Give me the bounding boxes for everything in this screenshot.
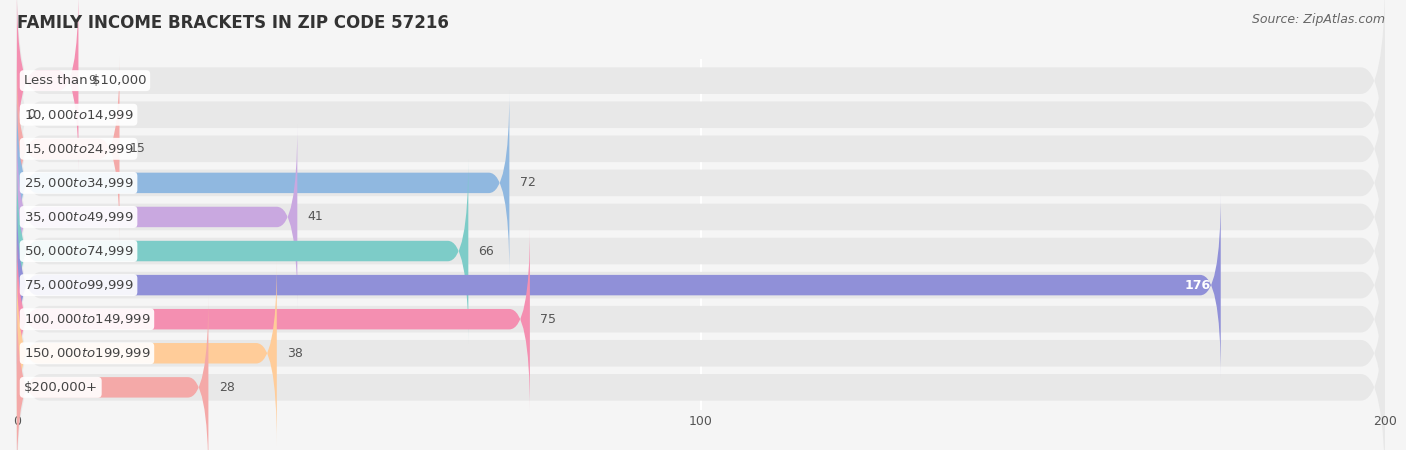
- FancyBboxPatch shape: [17, 261, 277, 446]
- Text: $25,000 to $34,999: $25,000 to $34,999: [24, 176, 134, 190]
- Text: 66: 66: [478, 244, 495, 257]
- FancyBboxPatch shape: [17, 0, 1385, 187]
- Text: Source: ZipAtlas.com: Source: ZipAtlas.com: [1251, 14, 1385, 27]
- Text: 72: 72: [520, 176, 536, 189]
- FancyBboxPatch shape: [17, 91, 509, 275]
- Text: Less than $10,000: Less than $10,000: [24, 74, 146, 87]
- FancyBboxPatch shape: [17, 111, 1385, 323]
- FancyBboxPatch shape: [17, 281, 1385, 450]
- FancyBboxPatch shape: [17, 43, 1385, 255]
- FancyBboxPatch shape: [17, 159, 468, 343]
- Text: FAMILY INCOME BRACKETS IN ZIP CODE 57216: FAMILY INCOME BRACKETS IN ZIP CODE 57216: [17, 14, 449, 32]
- Text: $200,000+: $200,000+: [24, 381, 97, 394]
- FancyBboxPatch shape: [17, 179, 1385, 391]
- FancyBboxPatch shape: [17, 295, 208, 450]
- Text: $150,000 to $199,999: $150,000 to $199,999: [24, 346, 150, 360]
- FancyBboxPatch shape: [17, 77, 1385, 289]
- Text: 176: 176: [1184, 279, 1211, 292]
- FancyBboxPatch shape: [17, 193, 1220, 377]
- FancyBboxPatch shape: [17, 227, 530, 411]
- FancyBboxPatch shape: [17, 0, 79, 173]
- Text: $35,000 to $49,999: $35,000 to $49,999: [24, 210, 134, 224]
- Text: 0: 0: [27, 108, 35, 121]
- Text: 9: 9: [89, 74, 97, 87]
- Text: 15: 15: [129, 142, 146, 155]
- Text: $75,000 to $99,999: $75,000 to $99,999: [24, 278, 134, 292]
- Text: $10,000 to $14,999: $10,000 to $14,999: [24, 108, 134, 122]
- Text: $50,000 to $74,999: $50,000 to $74,999: [24, 244, 134, 258]
- Text: $100,000 to $149,999: $100,000 to $149,999: [24, 312, 150, 326]
- FancyBboxPatch shape: [17, 213, 1385, 425]
- FancyBboxPatch shape: [17, 145, 1385, 357]
- FancyBboxPatch shape: [17, 57, 120, 241]
- Text: 41: 41: [308, 211, 323, 224]
- Text: $15,000 to $24,999: $15,000 to $24,999: [24, 142, 134, 156]
- Text: 28: 28: [219, 381, 235, 394]
- Text: 75: 75: [540, 313, 557, 326]
- FancyBboxPatch shape: [17, 248, 1385, 450]
- FancyBboxPatch shape: [17, 125, 297, 309]
- Text: 38: 38: [287, 347, 302, 360]
- FancyBboxPatch shape: [17, 9, 1385, 220]
